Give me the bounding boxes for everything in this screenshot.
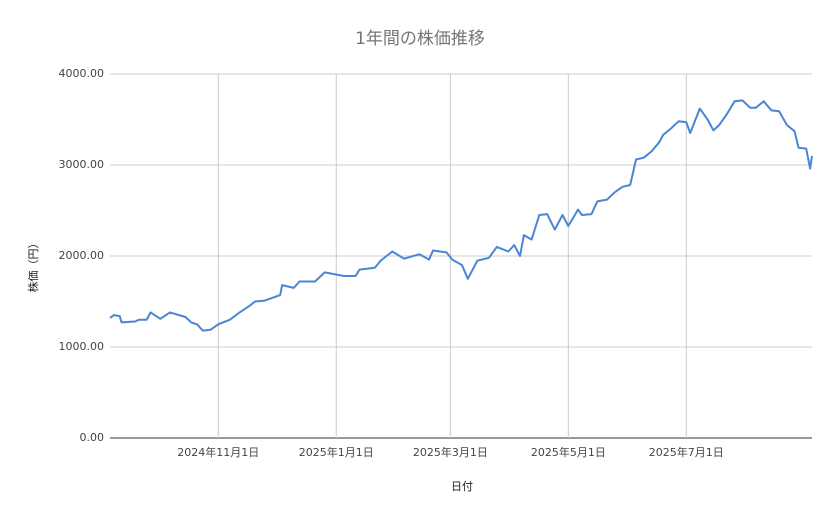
x-axis-title: 日付 [451, 480, 473, 493]
chart-title: 1年間の株価推移 [355, 29, 485, 49]
y-tick-label: 2000.00 [59, 249, 105, 262]
x-tick-label: 2025年5月1日 [531, 445, 606, 459]
x-tick-label: 2025年3月1日 [413, 445, 488, 459]
y-axis-title: 株価（円） [26, 238, 40, 293]
x-tick-label: 2025年1月1日 [299, 445, 374, 459]
y-tick-label: 3000.00 [59, 158, 105, 171]
line-series [109, 99, 813, 332]
x-tick-label: 2024年11月1日 [177, 445, 259, 459]
y-tick-label: 0.00 [80, 431, 105, 444]
x-tick-label: 2025年7月1日 [649, 445, 724, 459]
y-tick-label: 4000.00 [59, 67, 105, 80]
y-tick-label: 1000.00 [59, 340, 105, 353]
